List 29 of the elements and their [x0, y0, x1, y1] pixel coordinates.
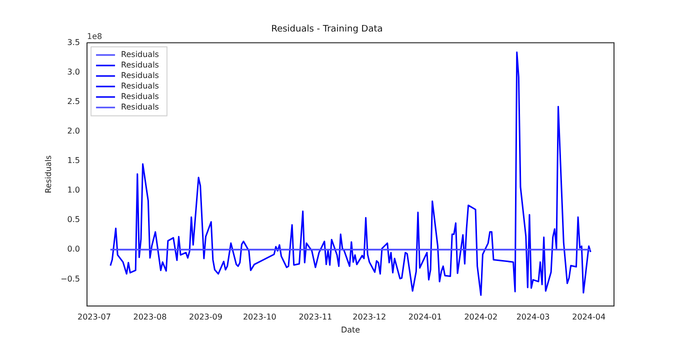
x-tick-label: 2023-08 — [133, 312, 167, 322]
x-tick-label: 2023-10 — [242, 312, 276, 322]
y-tick-label: 3.5 — [67, 38, 80, 47]
y-tick-label: 2.0 — [67, 126, 80, 136]
y-tick-label: 0.0 — [67, 244, 80, 254]
y-tick-label: −0.5 — [60, 274, 80, 284]
x-tick-label: 2024-04 — [572, 312, 606, 322]
x-tick-label: 2024-02 — [464, 312, 498, 322]
x-tick-label: 2023-09 — [189, 312, 222, 322]
legend-label: Residuals — [121, 102, 159, 112]
x-tick-label: 2023-11 — [298, 312, 332, 322]
legend-label: Residuals — [121, 82, 159, 91]
x-tick-label: 2024-03 — [516, 312, 550, 322]
y-tick-label: 3.0 — [67, 67, 80, 76]
chart-title: Residuals - Training Data — [271, 24, 383, 35]
legend-label: Residuals — [121, 71, 159, 80]
y-tick-label: 1.5 — [67, 156, 80, 166]
y-tick-label: 0.5 — [67, 215, 80, 224]
legend-label: Residuals — [121, 60, 159, 70]
x-tick-label: 2023-07 — [78, 312, 111, 322]
legend-label: Residuals — [121, 92, 159, 102]
x-tick-label: 2024-01 — [408, 312, 442, 322]
y-axis-title: Residuals — [44, 155, 53, 194]
y-tick-label: 1.0 — [67, 186, 80, 195]
legend-label: Residuals — [121, 50, 159, 60]
y-tick-label: 2.5 — [67, 96, 80, 106]
text: 1e8 — [87, 32, 102, 41]
x-axis-title: Date — [340, 325, 360, 334]
x-tick-label: 2023-12 — [352, 312, 386, 322]
